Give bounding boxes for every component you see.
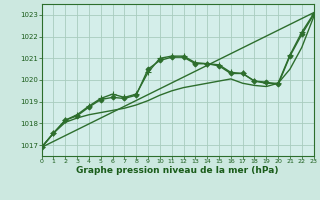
X-axis label: Graphe pression niveau de la mer (hPa): Graphe pression niveau de la mer (hPa) <box>76 166 279 175</box>
